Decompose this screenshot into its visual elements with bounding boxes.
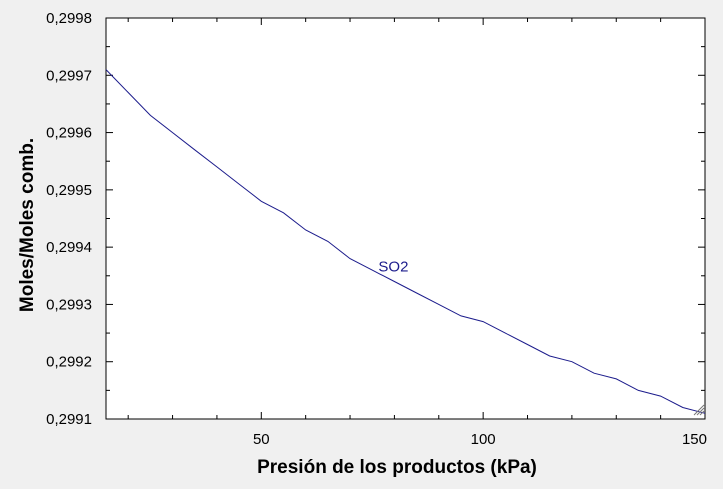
x-tick-label: 50: [253, 431, 270, 448]
y-axis-title: Moles/Moles comb.: [17, 138, 38, 312]
series-label: SO2: [378, 259, 408, 276]
resize-grip-icon[interactable]: [693, 404, 705, 416]
y-tick-label: 0,2992: [46, 354, 92, 371]
x-axis-title: Presión de los productos (kPa): [257, 457, 537, 478]
y-tick-label: 0,2995: [46, 182, 92, 199]
series-lines: [105, 69, 706, 414]
x-tick-label: 150: [682, 431, 707, 448]
tick-labels: 0,2991 0,2992 0,2993 0,2994 0,2995 0,2996 0,29…: [46, 10, 707, 448]
y-tick-label: 0,2993: [46, 296, 92, 313]
y-tick-label: 0,2991: [46, 411, 92, 428]
x-tick-label: 100: [471, 431, 496, 448]
y-tick-label: 0,2998: [46, 10, 92, 27]
y-tick-label: 0,2996: [46, 125, 92, 142]
y-tick-label: 0,2994: [46, 239, 92, 256]
axis-ticks: [106, 17, 706, 420]
series-line-so2: [105, 69, 706, 414]
plot-area: [105, 17, 706, 420]
y-tick-label: 0,2997: [46, 67, 92, 84]
